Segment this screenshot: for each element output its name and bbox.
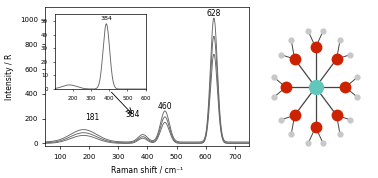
Text: 181: 181 (85, 113, 99, 122)
X-axis label: Raman shift / cm⁻¹: Raman shift / cm⁻¹ (112, 165, 183, 174)
Text: 628: 628 (207, 9, 221, 18)
Text: 384: 384 (101, 16, 112, 21)
Text: 384: 384 (125, 110, 140, 119)
Text: 460: 460 (158, 102, 172, 111)
Y-axis label: Intensity / R: Intensity / R (5, 53, 14, 100)
